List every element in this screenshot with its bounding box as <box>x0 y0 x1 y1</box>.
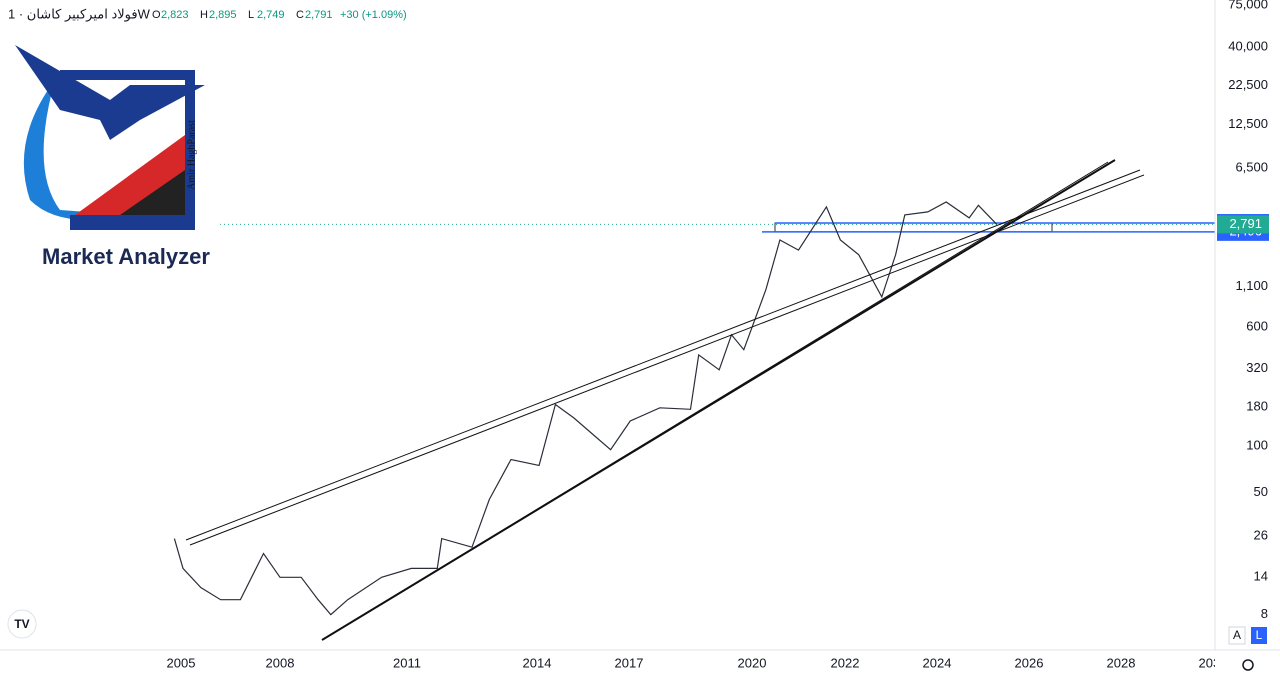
y-tick-label: 50 <box>1254 484 1268 499</box>
ohlc-value: 2,749 <box>257 9 285 21</box>
price-axis-panel <box>1215 0 1280 681</box>
x-axis: 2005 2008 2011 2014 2017 2020 2022 2024 2026 2028… <box>167 655 1228 670</box>
trend-line <box>326 161 1109 638</box>
x-tick-label: 2005 <box>167 655 196 670</box>
y-axis: 75,000 40,000 22,500 12,500 6,500 1,100 600 320… <box>1217 0 1269 621</box>
y-tick-label: 26 <box>1254 527 1268 542</box>
x-tick-label: 2028 <box>1107 655 1136 670</box>
trend-lines <box>185 159 1145 641</box>
y-tick-label: 22,500 <box>1228 77 1268 92</box>
ohlc-value: 2,791 <box>305 9 333 21</box>
price-badge <box>1217 215 1269 234</box>
logo-title: Market Analyzer <box>42 244 210 269</box>
header: فولاد امیرکبیر کاشان · 1W O 2,823 H 2,895 L 2… <box>8 6 407 22</box>
x-tick-label: 2024 <box>923 655 952 670</box>
settings-icon[interactable] <box>1242 659 1254 671</box>
plot-area <box>173 201 1215 616</box>
x-tick-label: 2014 <box>523 655 552 670</box>
logo-eagle <box>15 45 205 140</box>
tv-logo: TV <box>7 609 37 639</box>
logo-author: Amir HaghParast <box>186 120 197 190</box>
trend-line <box>185 169 1141 541</box>
auto-button-bg[interactable] <box>1228 626 1246 645</box>
tv-logo-mark: TV <box>14 617 29 631</box>
y-tick-label: 100 <box>1246 438 1268 453</box>
x-tick-label: 2022 <box>831 655 860 670</box>
y-tick-label: 1,100 <box>1235 278 1268 293</box>
y-tick-label: 12,500 <box>1228 116 1268 131</box>
price-series <box>173 201 998 616</box>
symbol: فولاد امیرکبیر کاشان · 1W <box>8 6 151 22</box>
y-tick-label: 180 <box>1246 399 1268 414</box>
log-button[interactable]: L <box>1256 628 1263 642</box>
logo: Amir HaghParast Market Analyzer <box>15 45 210 269</box>
y-tick-label: 320 <box>1246 360 1268 375</box>
ohlc-key: C <box>296 9 304 21</box>
trend-line <box>189 174 1145 546</box>
ohlc-value: 2,823 <box>161 9 189 21</box>
y-tick-label: 8 <box>1261 606 1268 621</box>
x-tick-label: 2026 <box>1015 655 1044 670</box>
logo-black <box>120 170 185 215</box>
y-tick-label: 600 <box>1246 318 1268 333</box>
x-tick-label: 2020 <box>738 655 767 670</box>
y-tick-label: 40,000 <box>1228 38 1268 53</box>
x-tick-label: 2017 <box>615 655 644 670</box>
ohlc-key: H <box>200 9 208 21</box>
log-button-bg[interactable] <box>1251 627 1267 644</box>
y-tick-label: 14 <box>1254 569 1268 584</box>
ohlc-value: 2,895 <box>209 9 237 21</box>
x-tick-label: 2011 <box>393 655 421 670</box>
y-tick-label: 6,500 <box>1235 160 1268 175</box>
auto-button[interactable]: A <box>1233 628 1241 642</box>
x-tick-label: 2008 <box>266 655 295 670</box>
y-tick-label: 75,000 <box>1228 0 1268 12</box>
tv-logo-bg <box>7 609 37 639</box>
price-badge-label: 2,791 <box>1229 216 1262 231</box>
change: +30 (+1.09%) <box>340 9 407 21</box>
ohlc-key: O <box>152 9 161 21</box>
ohlc-key: L <box>248 9 254 21</box>
